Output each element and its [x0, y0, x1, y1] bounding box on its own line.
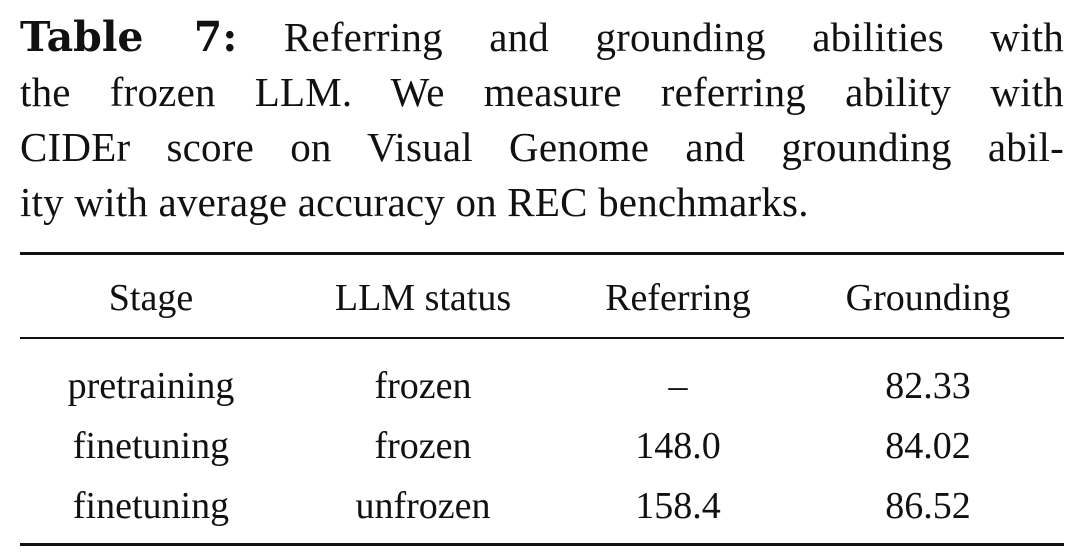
table-bottom-rule: [20, 543, 1064, 546]
cell-llm-status: frozen: [374, 365, 472, 407]
cell-stage: pretraining: [67, 365, 235, 407]
cell-llm-status: frozen: [374, 425, 472, 467]
cell-referring: –: [668, 365, 688, 407]
table-top-rule: [20, 252, 1064, 255]
cell-grounding: 86.52: [885, 485, 971, 527]
cell-stage: finetuning: [72, 485, 230, 527]
cell-grounding: 82.33: [885, 365, 971, 407]
header-row: Stage LLM status Referring Grounding: [20, 272, 1064, 324]
cell-grounding: 84.02: [885, 425, 971, 467]
caption-line-2: the frozen LLM. We measure referring abi…: [20, 69, 1064, 115]
table-body: pretraining frozen – 82.33 finetuning fr…: [20, 356, 1064, 536]
header-referring: Referring: [605, 277, 751, 319]
table-mid-rule: [20, 337, 1064, 339]
caption-label: Table 7:: [20, 13, 238, 61]
cell-referring: 148.0: [635, 425, 721, 467]
caption-text-1: Referring and grounding abilities with: [237, 14, 1064, 60]
table-row: finetuning unfrozen 158.4 86.52: [20, 476, 1064, 536]
table-header: Stage LLM status Referring Grounding: [20, 272, 1064, 324]
cell-stage: finetuning: [72, 425, 230, 467]
table-row: pretraining frozen – 82.33: [20, 356, 1064, 416]
header-llm-status: LLM status: [334, 277, 512, 319]
table-caption: Table 7: Referring and grounding abiliti…: [20, 10, 1064, 230]
header-stage: Stage: [108, 277, 194, 319]
cell-referring: 158.4: [635, 485, 721, 527]
cell-llm-status: unfrozen: [355, 485, 491, 527]
header-grounding: Grounding: [845, 277, 1011, 319]
caption-line-1: Table 7: Referring and grounding abiliti…: [20, 10, 1064, 65]
caption-line-4: ity with average accuracy on REC benchma…: [20, 179, 809, 225]
table-row: finetuning frozen 148.0 84.02: [20, 416, 1064, 476]
caption-line-3: CIDEr score on Visual Genome and groundi…: [20, 124, 1064, 170]
